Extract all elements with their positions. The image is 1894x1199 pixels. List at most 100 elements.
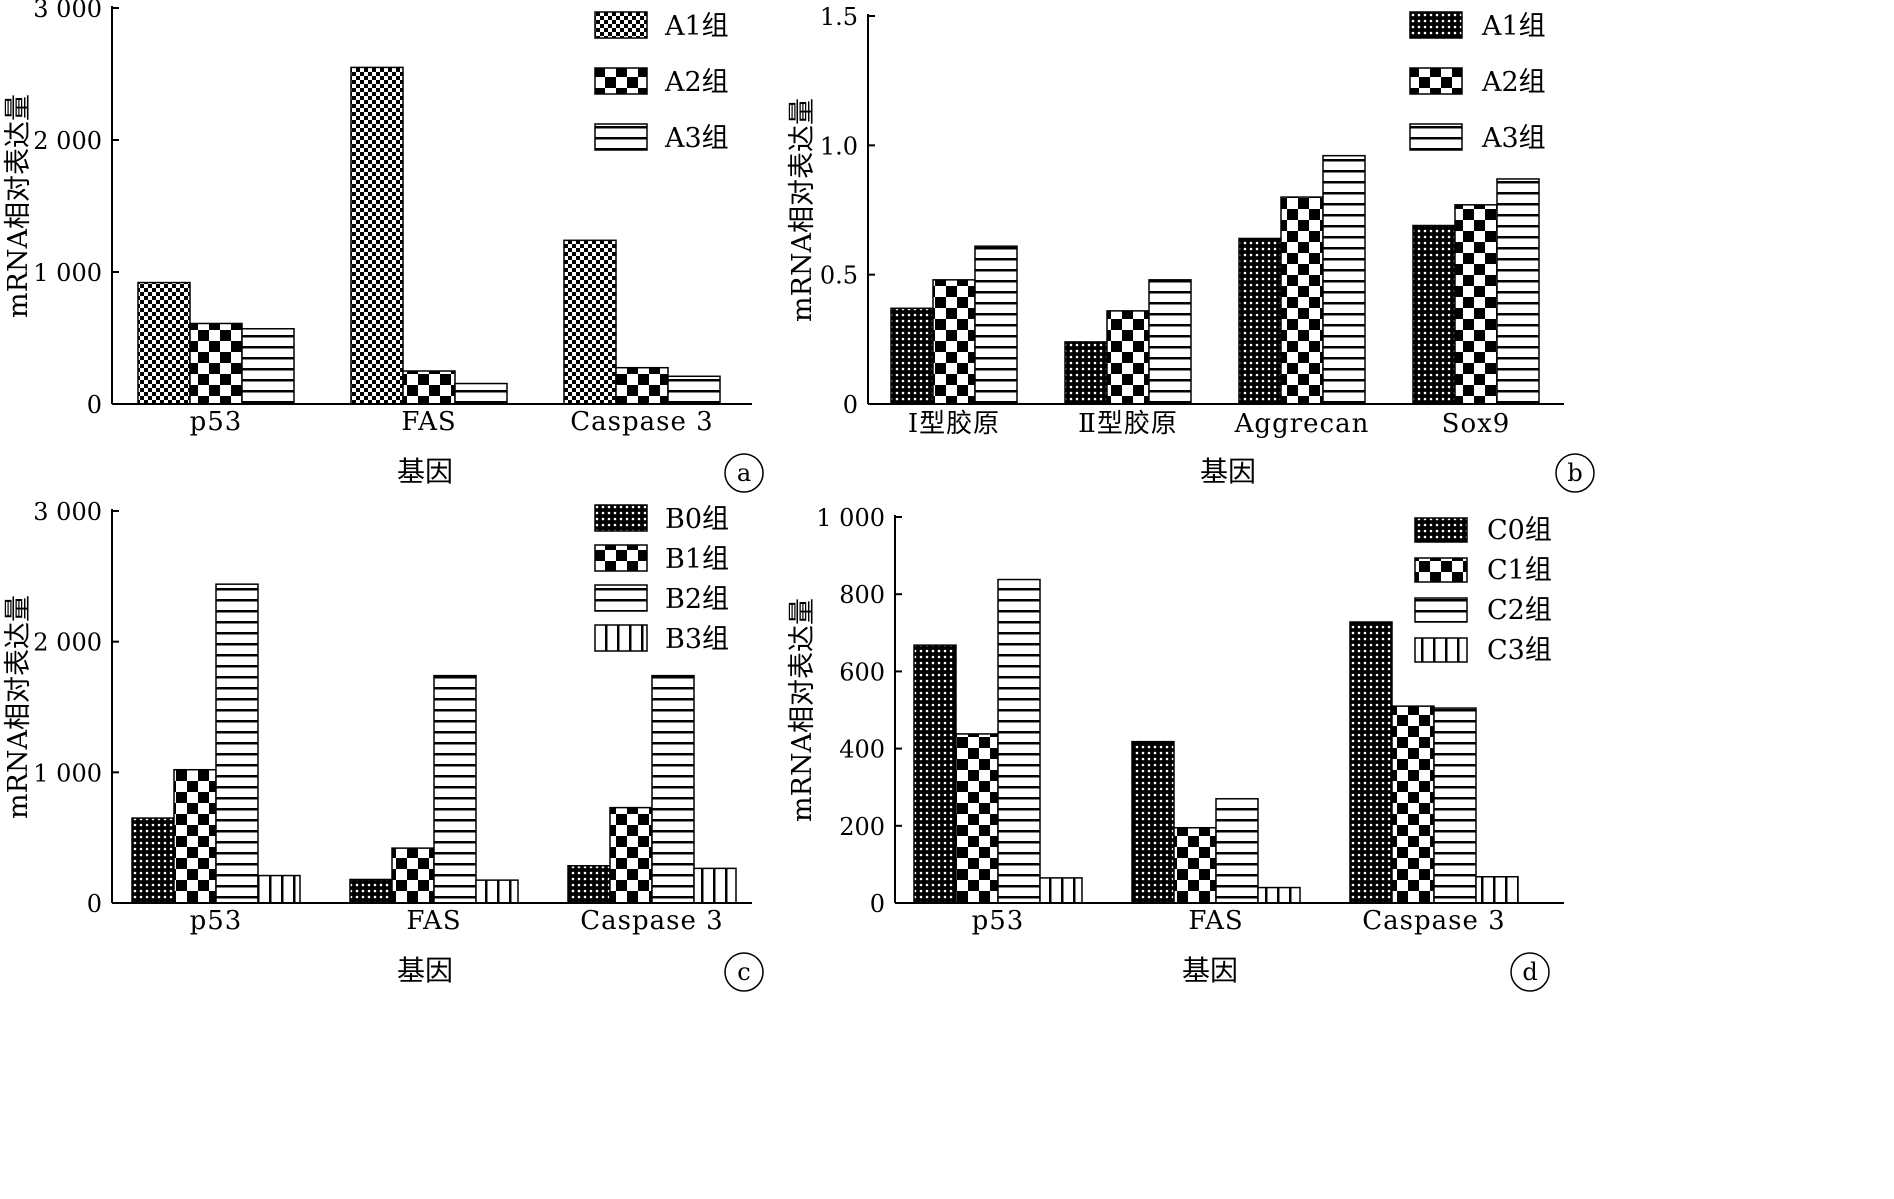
bar [257,874,301,904]
x-axis-title: 基因 [397,954,453,987]
x-axis-title: 基因 [1182,954,1238,987]
legend-label: C0组 [1487,515,1552,546]
x-axis-title: 基因 [1200,455,1256,488]
legend-label: A1组 [664,11,729,42]
y-tick-label: 1 000 [33,259,102,287]
y-tick-label: 2 000 [33,629,102,657]
y-tick-label: 0 [87,391,102,419]
legend-swatch [594,584,648,612]
x-tick-label: FAS [1188,906,1243,936]
bar [1475,876,1519,904]
legend-label: A3组 [664,123,729,154]
bar [131,817,175,904]
x-tick-label: p53 [190,407,243,437]
y-tick-label: 600 [839,658,885,686]
y-tick-label: 1 000 [816,504,885,532]
bar [667,375,721,405]
legend-label: B1组 [665,544,729,575]
bar [1173,826,1217,904]
bar [1257,886,1301,904]
bar [391,847,435,904]
bar [215,583,259,904]
bar [189,322,243,405]
y-tick-label: 3 000 [33,498,102,526]
bar [974,245,1018,405]
bar [433,674,477,904]
bar [1148,279,1192,405]
legend-swatch [1414,557,1468,583]
bar [1349,621,1393,904]
legend-swatch [1409,67,1463,95]
bar [1280,196,1324,405]
x-tick-label: FAS [406,906,461,936]
x-tick-label: FAS [401,407,456,437]
x-tick-label: Caspase 3 [580,906,723,936]
legend-swatch [594,11,648,39]
bar [475,879,519,904]
y-tick-label: 400 [839,736,885,764]
bar [1064,341,1108,405]
y-axis-title: mRNA相对表达量 [3,595,34,819]
x-tick-label: Caspase 3 [1362,906,1505,936]
y-tick-label: 1.0 [820,132,858,160]
y-tick-label: 0 [870,890,885,918]
bar [454,382,508,405]
bar [913,644,957,904]
x-tick-label: p53 [190,906,243,936]
bar [932,279,976,405]
panel-label-circle [724,952,764,992]
x-tick-label: Aggrecan [1234,409,1370,439]
legend-swatch [1414,597,1468,623]
bar [1433,707,1477,904]
panel-label: c [737,958,750,986]
legend-label: B2组 [665,584,729,615]
x-tick-label: Ⅱ型胶原 [1078,409,1178,439]
x-tick-label: Sox9 [1442,409,1511,439]
bar [1391,705,1435,904]
y-tick-label: 800 [839,581,885,609]
legend-label: A1组 [1481,11,1546,42]
bar [1215,798,1259,904]
bar [173,768,217,904]
y-tick-label: 1 000 [33,759,102,787]
y-tick-label: 2 000 [33,127,102,155]
bar [563,239,617,405]
bar [693,867,737,904]
legend-label: A2组 [664,67,729,98]
legend-swatch [1414,517,1468,543]
bar [1238,237,1282,405]
bar [955,733,999,904]
panel-label-circle [724,453,764,493]
chart-panel-b: 0 0.5 1.0 1.5 Ⅰ型胶原 Ⅱ型胶原 Aggrecan Sox9 基因 mRNA相对表达… [787,3,1595,493]
legend-swatch [594,624,648,652]
legend-swatch [1409,11,1463,39]
bar [1412,224,1456,405]
bar [137,281,191,405]
x-tick-label: p53 [972,906,1025,936]
chart-panel-d: 0 200 400 600 800 1 000 p53 FAS Caspase 3 基因 mRNA相… [787,504,1564,992]
bar [402,370,456,405]
y-tick-label: 3 000 [33,0,102,23]
legend-swatch [594,67,648,95]
legend-label: B3组 [665,624,729,655]
legend-swatch [594,504,648,532]
legend-label: A2组 [1481,67,1546,98]
chart-panel-c: 0 1 000 2 000 3 000 p53 FAS Caspase 3 基因 mRNA相对表… [3,498,764,992]
legend-label: C3组 [1487,635,1552,666]
legend-label: C1组 [1487,555,1552,586]
legend-label: B0组 [665,504,729,535]
y-axis-title: mRNA相对表达量 [3,94,34,318]
y-tick-label: 200 [839,813,885,841]
bar [567,865,611,904]
x-tick-label: Ⅰ型胶原 [908,409,1000,439]
legend-label: C2组 [1487,595,1552,626]
bar [1496,178,1540,405]
bar [1322,154,1366,405]
bar [349,878,393,904]
bar [1106,310,1150,405]
bar [890,307,934,405]
bar [1131,740,1175,904]
panel-label-circle [1555,453,1595,493]
bar [615,366,669,405]
